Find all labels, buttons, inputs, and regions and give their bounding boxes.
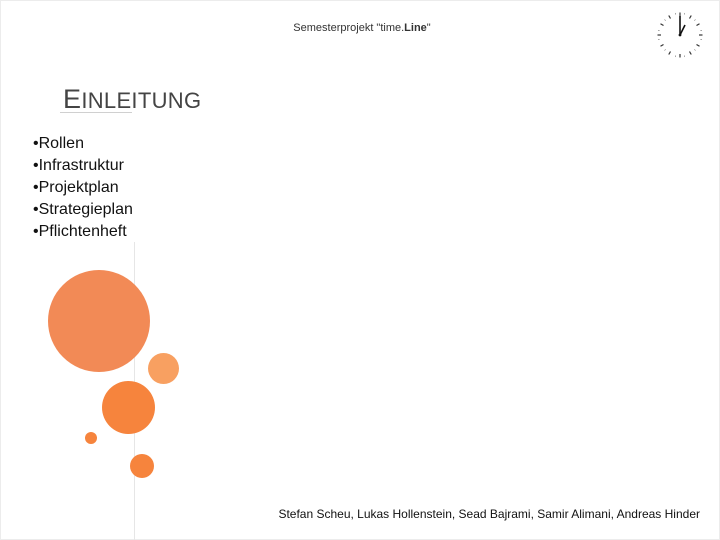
slide-title: EINLEITUNG [63, 84, 201, 115]
bullet-item: •Strategieplan [33, 201, 133, 218]
decor-circle-tiny [85, 432, 97, 444]
header-brand: Line [404, 22, 427, 34]
bullet-item: •Infrastruktur [33, 157, 124, 174]
footer-authors: Stefan Scheu, Lukas Hollenstein, Sead Ba… [278, 507, 700, 521]
title-underline [60, 112, 132, 113]
decor-circle-large [48, 270, 150, 372]
slide-header: Semesterprojekt "time.Line" [240, 22, 484, 34]
header-prefix: Semesterprojekt "time. [293, 22, 405, 34]
bullet-item: •Pflichtenheft [33, 223, 127, 240]
clock-icon [657, 12, 703, 58]
header-suffix: " [426, 22, 431, 34]
title-rest: INLEITUNG [81, 88, 202, 113]
bullet-item: •Rollen [33, 135, 84, 152]
bullet-item: •Projektplan [33, 179, 119, 196]
decor-circle-medium [102, 381, 155, 434]
bullet-list: •Rollen •Infrastruktur •Projektplan •Str… [33, 133, 133, 243]
title-first-letter: E [63, 84, 82, 114]
decor-circle-small [130, 454, 154, 478]
decor-circle-small [148, 353, 179, 384]
